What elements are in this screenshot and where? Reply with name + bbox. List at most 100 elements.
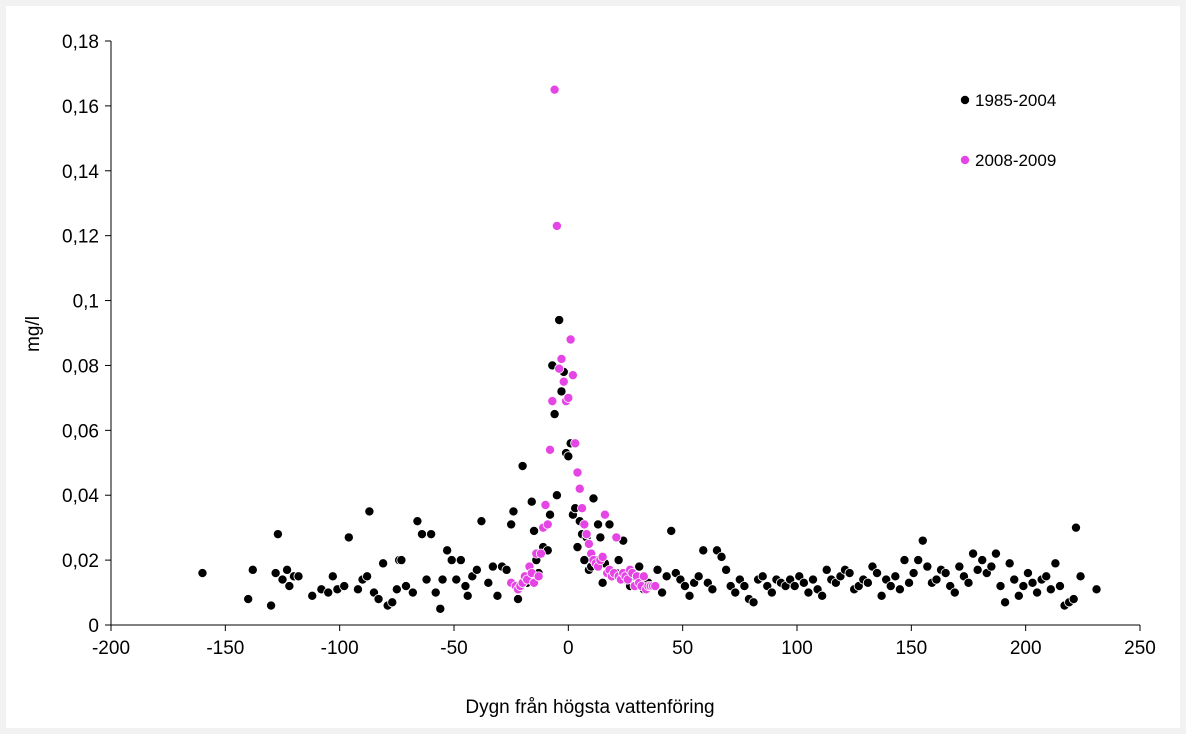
data-point-1985-2004 xyxy=(1045,584,1056,595)
data-point-1985-2004 xyxy=(243,594,254,605)
data-point-1985-2004 xyxy=(378,558,389,569)
data-point-1985-2004 xyxy=(400,581,411,592)
axes: -200 -150 -100 -50 0 50 100 150 200 250 0 0,02 0,04 0… xyxy=(62,32,1156,659)
data-point-1985-2004 xyxy=(517,461,528,472)
data-point-2008-2009 xyxy=(563,392,574,403)
data-point-2008-2009 xyxy=(611,532,622,543)
data-point-1985-2004 xyxy=(593,519,604,530)
data-point-2008-2009 xyxy=(581,529,592,540)
x-tick-label: 0 xyxy=(563,638,574,659)
data-point-1985-2004 xyxy=(1022,568,1033,579)
data-point-1985-2004 xyxy=(913,555,924,566)
data-points xyxy=(197,84,1102,614)
data-point-1985-2004 xyxy=(1013,590,1024,601)
data-point-1985-2004 xyxy=(604,519,615,530)
data-point-1985-2004 xyxy=(551,490,562,501)
data-point-1985-2004 xyxy=(339,581,350,592)
y-tick-label: 0,06 xyxy=(62,421,99,442)
data-point-1985-2004 xyxy=(789,581,800,592)
data-point-2008-2009 xyxy=(540,499,551,510)
y-tick-label: 0,16 xyxy=(62,97,99,118)
data-point-1985-2004 xyxy=(446,555,457,566)
data-point-1985-2004 xyxy=(307,590,318,601)
data-point-1985-2004 xyxy=(721,564,732,575)
x-tick-label: -200 xyxy=(92,638,130,659)
data-point-1985-2004 xyxy=(513,594,524,605)
data-point-1985-2004 xyxy=(899,555,910,566)
data-point-1985-2004 xyxy=(460,581,471,592)
data-point-1985-2004 xyxy=(990,548,1001,559)
data-point-1985-2004 xyxy=(972,564,983,575)
data-point-1985-2004 xyxy=(588,493,599,504)
data-point-1985-2004 xyxy=(748,597,759,608)
legend-marker xyxy=(960,154,971,165)
data-point-1985-2004 xyxy=(954,561,965,572)
data-point-1985-2004 xyxy=(803,587,814,598)
y-tick-label: 0,12 xyxy=(62,227,99,248)
x-tick-label: 200 xyxy=(1010,638,1042,659)
data-point-2008-2009 xyxy=(554,363,565,374)
y-tick-label: 0,14 xyxy=(62,162,99,183)
data-point-1985-2004 xyxy=(549,409,560,420)
data-point-1985-2004 xyxy=(634,561,645,572)
data-point-1985-2004 xyxy=(1009,574,1020,585)
y-axis-label: mg/l xyxy=(23,316,44,352)
legend-label: 1985-2004 xyxy=(975,91,1056,110)
data-point-1985-2004 xyxy=(556,386,567,397)
data-point-1985-2004 xyxy=(730,587,741,598)
data-point-1985-2004 xyxy=(1032,587,1043,598)
data-point-1985-2004 xyxy=(373,594,384,605)
data-point-1985-2004 xyxy=(808,574,819,585)
data-point-1985-2004 xyxy=(707,584,718,595)
data-point-1985-2004 xyxy=(977,555,988,566)
data-point-1985-2004 xyxy=(362,571,373,582)
data-point-2008-2009 xyxy=(549,84,560,95)
data-point-1985-2004 xyxy=(455,555,466,566)
data-point-1985-2004 xyxy=(506,519,517,530)
data-point-1985-2004 xyxy=(821,564,832,575)
data-point-2008-2009 xyxy=(565,334,576,345)
data-point-1985-2004 xyxy=(282,564,293,575)
data-point-1985-2004 xyxy=(739,581,750,592)
scatter-chart: -200 -150 -100 -50 0 50 100 150 200 250 0 0,02 0,04 0… xyxy=(23,32,1156,718)
data-point-1985-2004 xyxy=(679,581,690,592)
data-point-1985-2004 xyxy=(437,574,448,585)
data-point-1985-2004 xyxy=(430,587,441,598)
data-point-1985-2004 xyxy=(387,597,398,608)
y-tick-label: 0 xyxy=(88,616,99,637)
data-point-1985-2004 xyxy=(1018,581,1029,592)
data-point-1985-2004 xyxy=(917,535,928,546)
data-point-1985-2004 xyxy=(652,564,663,575)
data-point-1985-2004 xyxy=(613,555,624,566)
data-point-1985-2004 xyxy=(364,506,375,517)
data-point-1985-2004 xyxy=(435,603,446,614)
x-tick-label: 150 xyxy=(895,638,927,659)
data-point-2008-2009 xyxy=(567,370,578,381)
data-point-1985-2004 xyxy=(1070,522,1081,533)
y-tick-label: 0,08 xyxy=(62,356,99,377)
data-point-1985-2004 xyxy=(407,587,418,598)
data-point-1985-2004 xyxy=(451,574,462,585)
data-point-1985-2004 xyxy=(657,587,668,598)
data-point-1985-2004 xyxy=(471,564,482,575)
data-point-2008-2009 xyxy=(545,444,556,455)
data-point-1985-2004 xyxy=(526,496,537,507)
x-tick-label: -100 xyxy=(321,638,359,659)
data-point-2008-2009 xyxy=(638,571,649,582)
data-point-2008-2009 xyxy=(572,467,583,478)
data-point-1985-2004 xyxy=(272,529,283,540)
data-point-2008-2009 xyxy=(599,509,610,520)
legend: 1985-2004 2008-2009 xyxy=(960,91,1056,170)
data-point-1985-2004 xyxy=(391,584,402,595)
data-point-1985-2004 xyxy=(396,555,407,566)
data-point-2008-2009 xyxy=(542,519,553,530)
data-point-1985-2004 xyxy=(940,568,951,579)
data-point-1985-2004 xyxy=(766,587,777,598)
x-tick-label: -50 xyxy=(440,638,467,659)
data-point-1985-2004 xyxy=(476,516,487,527)
data-point-1985-2004 xyxy=(844,568,855,579)
data-point-1985-2004 xyxy=(270,568,281,579)
data-point-1985-2004 xyxy=(684,590,695,601)
data-point-1985-2004 xyxy=(968,548,979,559)
x-tick-label: -150 xyxy=(206,638,244,659)
